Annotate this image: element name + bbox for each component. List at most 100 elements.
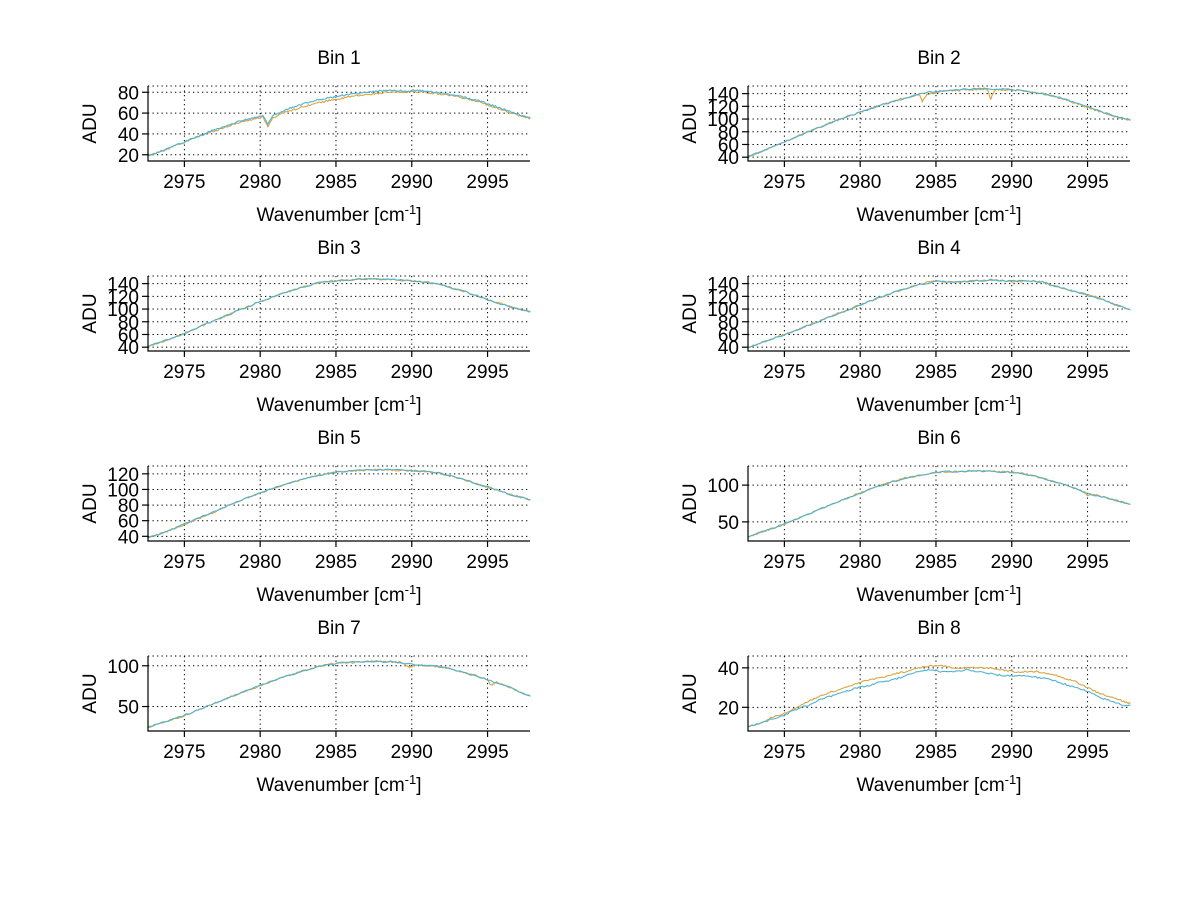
x-tick-label: 2980 bbox=[239, 742, 281, 763]
subplot-bin8: Bin 8 20 40 2975 2980 2985 2990 2995 ADU Wavenumb… bbox=[600, 618, 1200, 814]
x-tick-label: 2975 bbox=[163, 362, 205, 383]
x-tick-label: 2990 bbox=[991, 742, 1033, 763]
x-tick-label: 2985 bbox=[315, 742, 357, 763]
x-tick-label: 2990 bbox=[991, 172, 1033, 193]
x-axis-label: Wavenumber [cm-1] bbox=[856, 772, 1021, 796]
x-axis-label: Wavenumber [cm-1] bbox=[256, 772, 421, 796]
x-axis-label: Wavenumber [cm-1] bbox=[856, 582, 1021, 606]
x-tick-label: 2975 bbox=[163, 172, 205, 193]
subplot-bin4: Bin 4 40 60 80 100 120 140 2975 2980 2985 2990 2995… bbox=[600, 238, 1200, 434]
x-tick-label: 2995 bbox=[466, 742, 508, 763]
subplot-bin6: Bin 6 50 100 2975 2980 2985 2990 2995 ADU Wavenum… bbox=[600, 428, 1200, 624]
x-tick-label: 2980 bbox=[239, 172, 281, 193]
data-trace-trace-b bbox=[147, 277, 531, 347]
x-tick-label: 2990 bbox=[391, 172, 433, 193]
y-tick-label: 50 bbox=[118, 698, 139, 719]
x-axis-label: Wavenumber [cm-1] bbox=[256, 202, 421, 226]
x-tick-label: 2995 bbox=[1066, 552, 1108, 573]
y-axis-label: ADU bbox=[80, 293, 101, 333]
x-axis-label: Wavenumber [cm-1] bbox=[856, 392, 1021, 416]
y-tick-label: 140 bbox=[707, 275, 739, 296]
x-tick-label: 2980 bbox=[839, 552, 881, 573]
x-tick-label: 2995 bbox=[1066, 172, 1108, 193]
x-axis-label: Wavenumber [cm-1] bbox=[256, 392, 421, 416]
y-tick-label: 140 bbox=[107, 275, 139, 296]
x-tick-label: 2985 bbox=[915, 552, 957, 573]
subplot-title: Bin 5 bbox=[317, 428, 360, 449]
subplot-bin5: Bin 5 40 60 80 100 120 2975 2980 2985 2990 2995 ADU… bbox=[0, 428, 600, 624]
x-tick-label: 2980 bbox=[239, 362, 281, 383]
axis-spines bbox=[747, 466, 1130, 542]
y-tick-label: 80 bbox=[118, 496, 139, 517]
x-tick-label: 2980 bbox=[239, 552, 281, 573]
subplot-bin3: Bin 3 40 60 80 100 120 140 2975 2980 2985 2990 2995… bbox=[0, 238, 600, 434]
y-tick-label: 40 bbox=[118, 527, 139, 548]
y-tick-label: 60 bbox=[718, 135, 739, 156]
subplot-title: Bin 4 bbox=[917, 238, 961, 259]
y-tick-label: 100 bbox=[107, 657, 139, 678]
x-tick-label: 2990 bbox=[991, 362, 1033, 383]
data-trace-trace-a bbox=[747, 279, 1131, 349]
data-trace-trace-a bbox=[747, 88, 1131, 157]
x-tick-label: 2985 bbox=[315, 362, 357, 383]
x-tick-label: 2985 bbox=[915, 742, 957, 763]
axis-spines bbox=[147, 276, 530, 352]
x-tick-label: 2990 bbox=[991, 552, 1033, 573]
y-axis-label: ADU bbox=[680, 103, 701, 143]
subplot-title: Bin 3 bbox=[317, 238, 360, 259]
x-tick-label: 2975 bbox=[163, 742, 205, 763]
y-tick-label: 60 bbox=[718, 325, 739, 346]
axis-spines bbox=[747, 276, 1130, 352]
y-tick-label: 140 bbox=[707, 85, 739, 106]
data-trace-trace-b bbox=[147, 660, 531, 729]
y-tick-label: 40 bbox=[118, 125, 139, 146]
y-tick-label: 120 bbox=[107, 465, 139, 486]
subplot-bin2: Bin 2 40 60 80 100 120 140 2975 2980 2985 2990 2995… bbox=[600, 48, 1200, 244]
x-tick-label: 2975 bbox=[763, 552, 805, 573]
data-trace-trace-a bbox=[147, 277, 531, 347]
x-tick-label: 2995 bbox=[466, 552, 508, 573]
x-tick-label: 2975 bbox=[763, 742, 805, 763]
x-tick-label: 2995 bbox=[1066, 742, 1108, 763]
x-tick-label: 2995 bbox=[466, 172, 508, 193]
subplot-bin1: Bin 1 20 40 60 80 2975 2980 2985 2990 2995 ADU Wave… bbox=[0, 48, 600, 244]
y-axis-label: ADU bbox=[80, 483, 101, 523]
y-tick-label: 40 bbox=[718, 338, 739, 359]
x-tick-label: 2980 bbox=[839, 742, 881, 763]
y-tick-label: 80 bbox=[118, 83, 139, 104]
x-tick-label: 2995 bbox=[466, 362, 508, 383]
x-tick-label: 2995 bbox=[1066, 362, 1108, 383]
y-tick-label: 100 bbox=[107, 480, 139, 501]
x-tick-label: 2985 bbox=[315, 552, 357, 573]
x-axis-label: Wavenumber [cm-1] bbox=[256, 582, 421, 606]
y-tick-label: 60 bbox=[118, 104, 139, 125]
y-axis-label: ADU bbox=[680, 483, 701, 523]
y-tick-label: 120 bbox=[707, 287, 739, 308]
y-axis-label: ADU bbox=[680, 293, 701, 333]
data-trace-trace-b bbox=[747, 278, 1131, 348]
y-tick-label: 100 bbox=[107, 300, 139, 321]
y-tick-label: 40 bbox=[718, 659, 739, 680]
y-axis-label: ADU bbox=[680, 673, 701, 713]
data-trace-trace-b bbox=[147, 468, 531, 539]
y-axis-label: ADU bbox=[80, 673, 101, 713]
y-tick-label: 20 bbox=[118, 146, 139, 167]
y-tick-label: 100 bbox=[707, 300, 739, 321]
y-tick-label: 60 bbox=[118, 325, 139, 346]
data-trace-trace-a bbox=[147, 659, 531, 729]
y-tick-label: 40 bbox=[118, 338, 139, 359]
x-tick-label: 2985 bbox=[915, 172, 957, 193]
y-axis-label: ADU bbox=[80, 103, 101, 143]
data-trace-trace-a bbox=[747, 469, 1131, 538]
data-trace-trace-b bbox=[747, 470, 1131, 538]
x-tick-label: 2990 bbox=[391, 742, 433, 763]
x-tick-label: 2975 bbox=[763, 362, 805, 383]
x-axis-label: Wavenumber [cm-1] bbox=[856, 202, 1021, 226]
axis-spines bbox=[747, 656, 1130, 732]
subplot-title: Bin 2 bbox=[917, 48, 960, 69]
y-tick-label: 120 bbox=[107, 287, 139, 308]
y-tick-label: 100 bbox=[707, 110, 739, 131]
data-trace-trace-a bbox=[147, 90, 531, 157]
subplot-title: Bin 7 bbox=[317, 618, 360, 639]
